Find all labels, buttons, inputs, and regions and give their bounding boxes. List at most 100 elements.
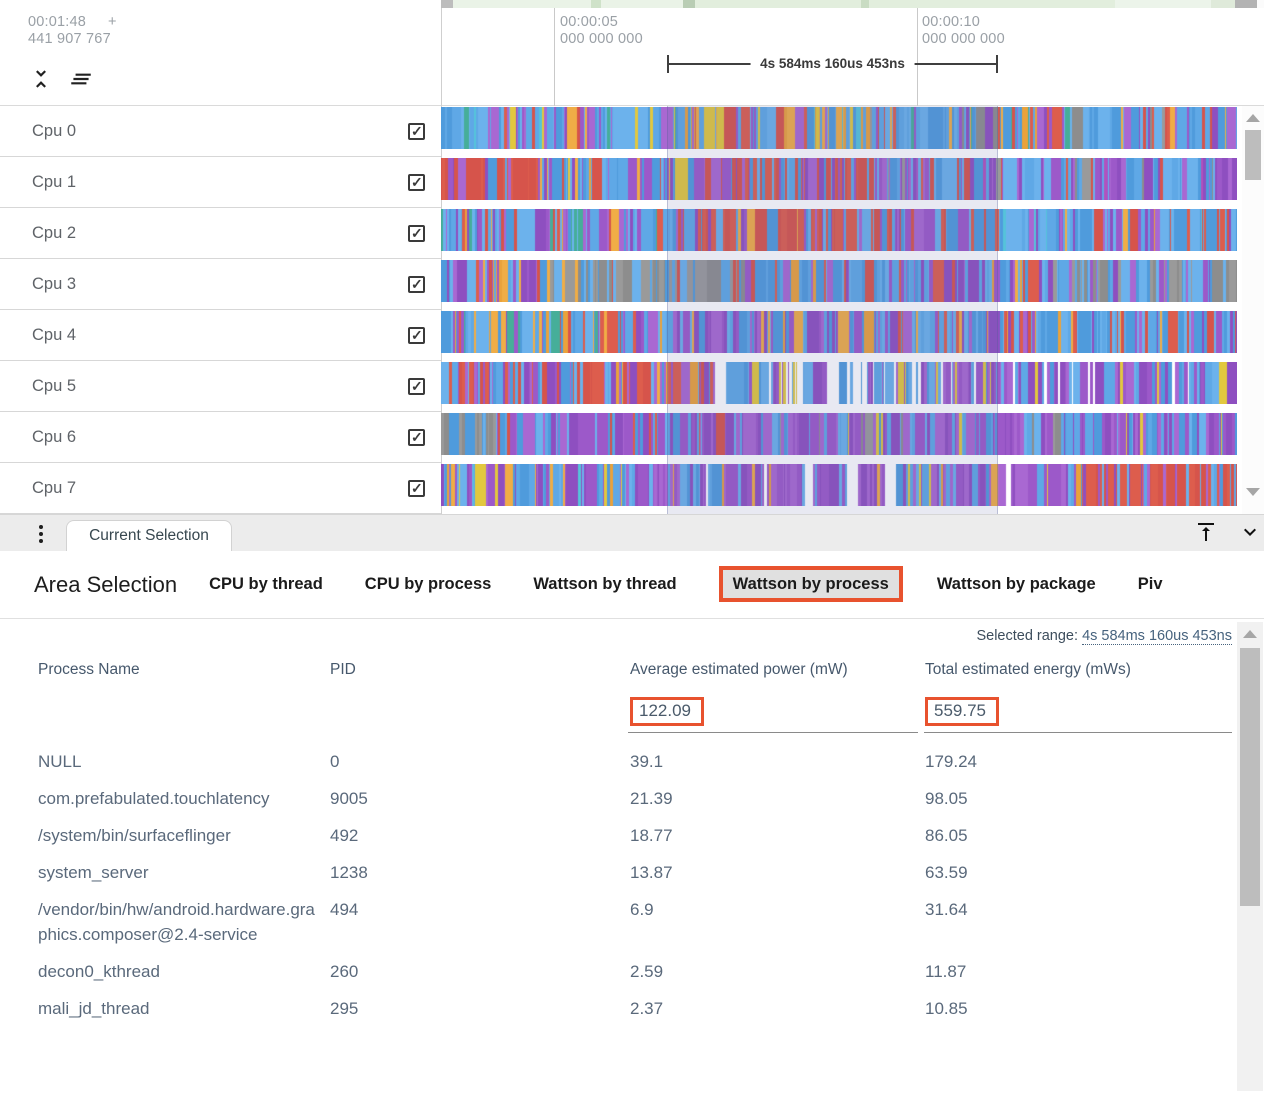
table-row: /system/bin/surfaceflinger 492 18.77 86.…: [38, 817, 1232, 854]
scroll-down-arrow[interactable]: [1246, 488, 1260, 496]
track-label-cell[interactable]: Cpu 1: [0, 157, 441, 208]
totals-divider: [38, 732, 1232, 733]
cpu-track-row: Cpu 5: [0, 361, 1280, 412]
cpu-track-row: Cpu 7: [0, 463, 1280, 514]
track-checkbox[interactable]: [408, 327, 425, 344]
cpu-slice-track[interactable]: [441, 413, 1237, 455]
cell-avg-power: 13.87: [630, 863, 673, 882]
track-label: Cpu 6: [32, 428, 77, 446]
clear-all-icon[interactable]: [68, 66, 94, 92]
cell-process-name: decon0_kthread: [38, 962, 160, 981]
cell-total-energy: 10.85: [925, 999, 968, 1018]
track-label-cell[interactable]: Cpu 5: [0, 361, 441, 412]
cpu-track-row: Cpu 6: [0, 412, 1280, 463]
cell-pid: 494: [330, 900, 359, 919]
track-label: Cpu 7: [32, 479, 77, 497]
right-gutter: [1264, 0, 1280, 1116]
cell-total-energy: 63.59: [925, 863, 968, 882]
details-tab-cpu-by-process[interactable]: CPU by process: [364, 575, 492, 593]
cell-pid: 295: [330, 999, 359, 1018]
track-label-cell[interactable]: Cpu 3: [0, 259, 441, 310]
wattson-process-table: Selected range: 4s 584ms 160us 453ns Pro…: [38, 622, 1232, 1027]
plus-sign: +: [108, 14, 117, 30]
details-tab-wattson-by-process[interactable]: Wattson by process: [718, 566, 903, 602]
cell-total-energy: 31.64: [925, 900, 968, 919]
details-scroll-thumb[interactable]: [1240, 648, 1260, 906]
cell-total-energy: 11.87: [925, 962, 967, 981]
track-checkbox[interactable]: [408, 225, 425, 242]
track-label-cell[interactable]: Cpu 7: [0, 463, 441, 514]
cpu-track-row: Cpu 3: [0, 259, 1280, 310]
table-row: decon0_kthread 260 2.59 11.87: [38, 953, 1232, 990]
cell-pid: 0: [330, 752, 340, 771]
col-header-pid: PID: [330, 661, 356, 678]
cpu-slice-track[interactable]: [441, 107, 1237, 149]
details-tab-wattson-by-package[interactable]: Wattson by package: [936, 575, 1096, 593]
cpu-slice-track[interactable]: [441, 260, 1237, 302]
tick-label-5s: 00:00:05 000 000 000: [560, 14, 643, 47]
cell-process-name: /vendor/bin/hw/android.hardware.graphics…: [38, 900, 315, 944]
selected-range-link[interactable]: 4s 584ms 160us 453ns: [1082, 628, 1232, 645]
selection-duration-label: 4s 584ms 160us 453ns: [750, 55, 915, 73]
tick-label-10s: 00:00:10 000 000 000: [922, 14, 1005, 47]
timeline-ruler[interactable]: 00:01:48 + 441 907 767 00:00:05 000 000 00…: [0, 8, 1280, 106]
track-checkbox[interactable]: [408, 123, 425, 140]
tab-current-selection[interactable]: Current Selection: [66, 520, 232, 551]
cell-pid: 1238: [330, 863, 368, 882]
cell-total-energy: 86.05: [925, 826, 968, 845]
details-tab-strip: Current Selection: [0, 514, 1280, 551]
track-label-cell[interactable]: Cpu 0: [0, 106, 441, 157]
cell-avg-power: 2.59: [630, 962, 664, 981]
area-selection-header: Area Selection CPU by thread CPU by proce…: [0, 551, 1280, 619]
table-row: /vendor/bin/hw/android.hardware.graphics…: [38, 891, 1232, 953]
chevron-down-icon[interactable]: [1238, 520, 1262, 544]
scroll-up-arrow[interactable]: [1246, 114, 1260, 122]
cell-pid: 492: [330, 826, 359, 845]
cpu-track-row: Cpu 4: [0, 310, 1280, 361]
cell-process-name: system_server: [38, 863, 149, 882]
unfold-less-icon[interactable]: [28, 66, 54, 92]
track-checkbox[interactable]: [408, 480, 425, 497]
selected-range: Selected range: 4s 584ms 160us 453ns: [976, 628, 1232, 645]
track-checkbox[interactable]: [408, 429, 425, 446]
cpu-slice-track[interactable]: [441, 464, 1237, 506]
cell-process-name: mali_jd_thread: [38, 999, 150, 1018]
details-tab-wattson-by-thread[interactable]: Wattson by thread: [533, 575, 677, 593]
tracks-scrollbar[interactable]: [1242, 106, 1264, 514]
track-label: Cpu 2: [32, 224, 77, 242]
cpu-tracks-area: Cpu 0 Cpu 1 Cpu 2 Cpu 3: [0, 106, 1280, 514]
cpu-slice-track[interactable]: [441, 311, 1237, 353]
track-label-cell[interactable]: Cpu 6: [0, 412, 441, 463]
details-tab-piv[interactable]: Piv: [1137, 575, 1163, 593]
table-row: mali_jd_thread 295 2.37 10.85: [38, 990, 1232, 1027]
track-label: Cpu 1: [32, 173, 77, 191]
track-checkbox[interactable]: [408, 174, 425, 191]
track-checkbox[interactable]: [408, 276, 425, 293]
vertical-align-top-icon[interactable]: [1194, 520, 1218, 544]
scroll-up-arrow[interactable]: [1243, 630, 1257, 638]
panel-title: Area Selection: [34, 571, 178, 597]
track-label-cell[interactable]: Cpu 4: [0, 310, 441, 361]
cpu-slice-track[interactable]: [441, 362, 1237, 404]
cell-process-name: /system/bin/surfaceflinger: [38, 826, 231, 845]
track-checkbox[interactable]: [408, 378, 425, 395]
cpu-slice-track[interactable]: [441, 158, 1237, 200]
cell-avg-power: 21.39: [630, 789, 673, 808]
trace-overview-minimap[interactable]: [441, 0, 1280, 8]
selection-duration-bracket: 4s 584ms 160us 453ns: [667, 53, 998, 75]
track-label-cell[interactable]: Cpu 2: [0, 208, 441, 259]
total-energy-total-annotated: 559.75: [925, 697, 999, 726]
details-scrollbar[interactable]: [1237, 622, 1263, 1091]
cpu-slice-track[interactable]: [441, 209, 1237, 251]
avg-power-total-annotated: 122.09: [630, 697, 704, 726]
cell-total-energy: 98.05: [925, 789, 968, 808]
track-label: Cpu 3: [32, 275, 77, 293]
details-tab-cpu-by-thread[interactable]: CPU by thread: [209, 575, 323, 593]
kebab-menu-icon[interactable]: [34, 522, 48, 546]
track-label: Cpu 4: [32, 326, 77, 344]
tracks-scroll-thumb[interactable]: [1245, 130, 1261, 180]
cell-total-energy: 179.24: [925, 752, 977, 771]
col-header-total-energy: Total estimated energy (mWs): [925, 661, 1131, 678]
cpu-track-row: Cpu 1: [0, 157, 1280, 208]
